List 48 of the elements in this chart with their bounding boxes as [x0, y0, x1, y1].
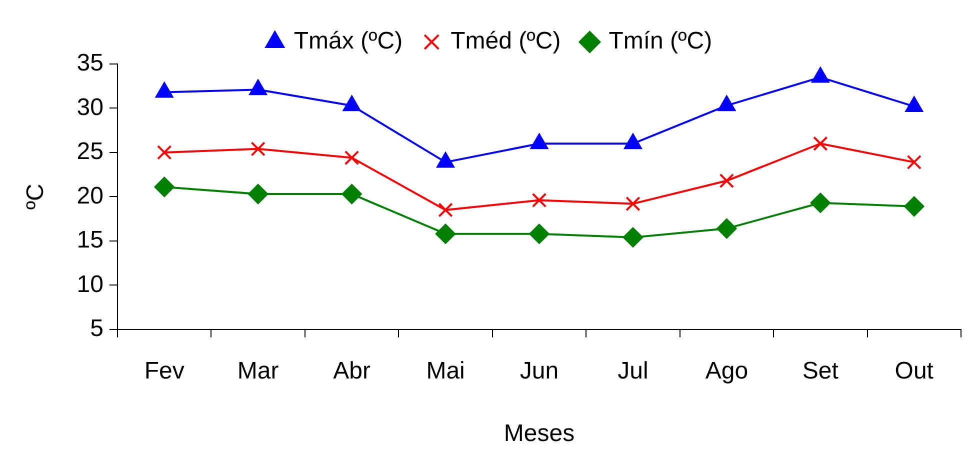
- point: [342, 184, 362, 204]
- y-tick-label: 10: [76, 270, 104, 298]
- x-axis-title: Meses: [504, 420, 575, 448]
- y-tick-label: 30: [76, 94, 104, 121]
- x-tick-label: Fev: [144, 357, 184, 384]
- point: [436, 152, 454, 168]
- point: [716, 218, 737, 239]
- point: [626, 196, 640, 212]
- point: [436, 224, 456, 244]
- point: [343, 96, 361, 112]
- y-tick-label: 15: [76, 226, 104, 254]
- point: [624, 134, 642, 150]
- point: [905, 96, 923, 112]
- point: [812, 67, 830, 83]
- point: [156, 145, 172, 160]
- point: [249, 80, 267, 96]
- legend-label: Tmín (ºC): [608, 28, 712, 55]
- point: [344, 150, 360, 166]
- legend-label: Tméd (ºC): [450, 28, 561, 55]
- point: [156, 82, 174, 98]
- y-tick-label: 20: [76, 182, 104, 210]
- point: [530, 134, 548, 150]
- point: [532, 192, 547, 208]
- x-tick-label: Jun: [520, 357, 559, 384]
- point: [810, 192, 830, 213]
- y-tick-label: 25: [76, 138, 104, 166]
- point: [718, 96, 736, 112]
- x-tick-label: Out: [894, 357, 934, 384]
- x-tick-label: Mar: [237, 357, 279, 384]
- point: [813, 136, 828, 151]
- y-tick-label: 35: [76, 50, 104, 77]
- y-axis-title: ºC: [22, 184, 50, 210]
- x-tick-label: Jul: [618, 357, 648, 384]
- point: [719, 173, 734, 188]
- point: [622, 227, 643, 248]
- y-tick-label: 5: [90, 315, 104, 342]
- x-tick-label: Mai: [426, 357, 465, 384]
- point: [438, 202, 453, 218]
- point: [529, 224, 550, 244]
- legend-label: Tmáx (ºC): [294, 28, 403, 55]
- point: [248, 184, 268, 204]
- x-tick-label: Abr: [333, 357, 370, 384]
- x-tick-label: Set: [802, 357, 839, 384]
- point: [250, 142, 266, 156]
- point: [904, 196, 924, 216]
- point: [154, 176, 174, 197]
- x-tick-label: Ago: [705, 357, 748, 384]
- point: [906, 154, 922, 170]
